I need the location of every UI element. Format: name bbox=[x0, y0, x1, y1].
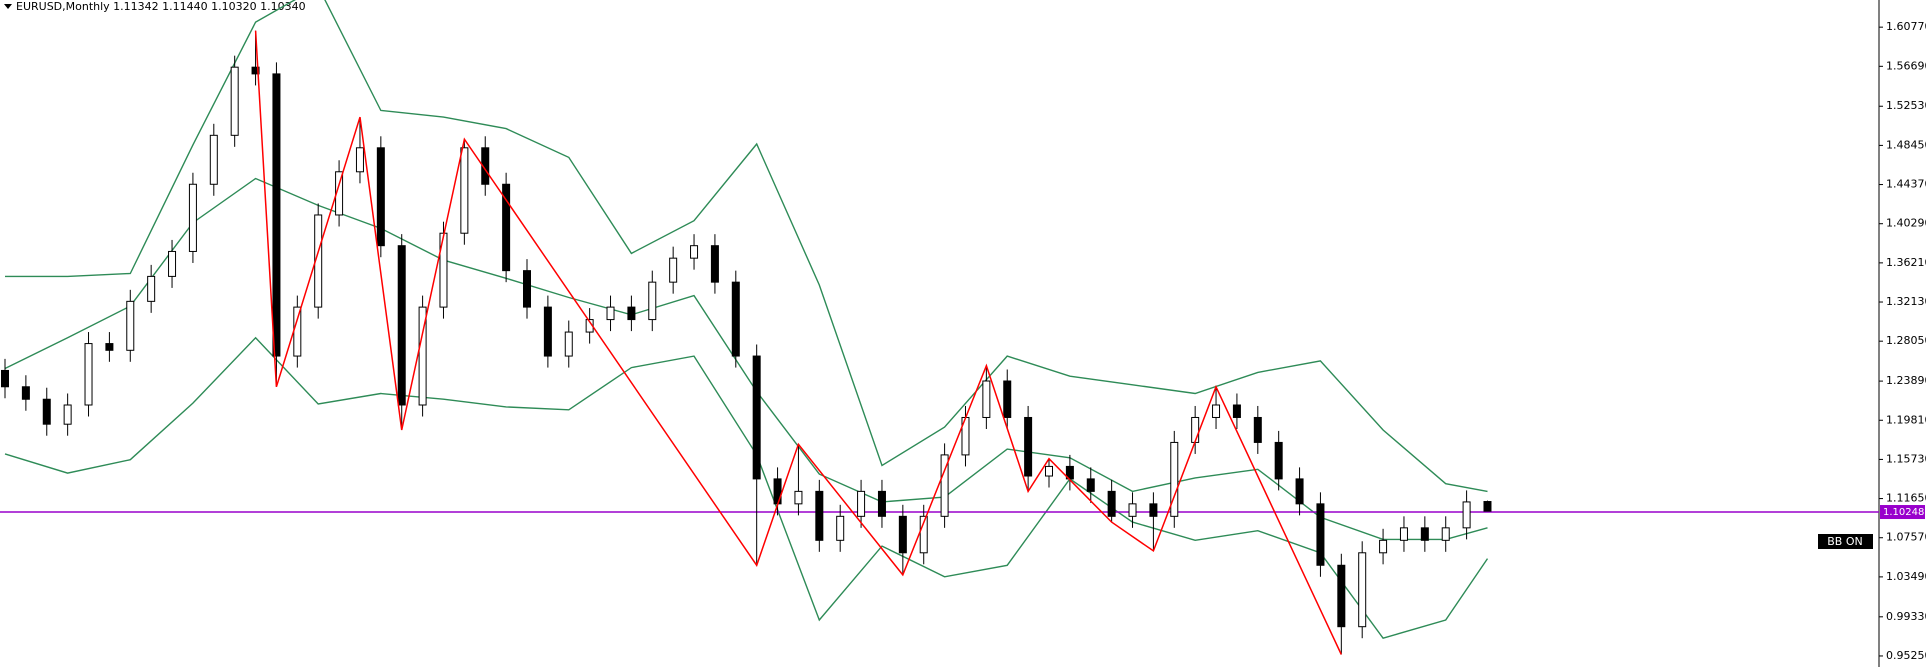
candle-body bbox=[898, 515, 907, 554]
candle-body bbox=[272, 73, 281, 357]
candle-body bbox=[627, 306, 636, 321]
candle-body bbox=[1399, 527, 1408, 541]
y-tick-label: 1.23890 bbox=[1886, 374, 1926, 387]
candle-body bbox=[752, 355, 761, 480]
y-tick-label: 1.36210 bbox=[1886, 256, 1926, 269]
candle-body bbox=[836, 515, 845, 541]
candle-body bbox=[21, 386, 30, 400]
candle-body bbox=[940, 454, 949, 517]
candle-body bbox=[168, 250, 177, 277]
y-tick-label: 0.95250 bbox=[1886, 649, 1926, 662]
candle-body bbox=[1086, 478, 1095, 492]
candle-body bbox=[1003, 380, 1012, 418]
candle-body bbox=[502, 183, 511, 272]
candle-body bbox=[794, 490, 803, 505]
candle-body bbox=[481, 147, 490, 185]
candle-body bbox=[1045, 465, 1053, 477]
price-label-box bbox=[1880, 505, 1925, 520]
candle-body bbox=[1024, 416, 1033, 477]
candle-body bbox=[418, 306, 427, 406]
y-tick-label: 1.40290 bbox=[1886, 217, 1926, 230]
candle-body bbox=[690, 245, 699, 259]
badge-text: BB ON bbox=[1827, 535, 1862, 548]
candle-body bbox=[606, 306, 615, 321]
candle-body bbox=[188, 183, 197, 252]
candle-body bbox=[105, 343, 114, 351]
candle-body bbox=[209, 134, 218, 185]
candle-body bbox=[669, 257, 678, 283]
candle-body bbox=[126, 300, 135, 351]
candle-body bbox=[877, 490, 886, 517]
candle-body bbox=[1441, 527, 1450, 541]
y-tick-label: 1.32130 bbox=[1886, 295, 1926, 308]
y-tick-label: 1.44370 bbox=[1886, 178, 1926, 191]
candle-body bbox=[293, 306, 302, 357]
candle-body bbox=[982, 380, 991, 418]
candle-body bbox=[460, 147, 469, 234]
candle-body bbox=[1253, 416, 1262, 443]
candle-body bbox=[857, 490, 866, 517]
bollinger-band bbox=[5, 0, 1488, 493]
candle-body bbox=[1212, 404, 1221, 418]
candle-body bbox=[1232, 404, 1241, 418]
candle-body bbox=[1170, 441, 1179, 517]
candle-body bbox=[1462, 501, 1471, 529]
candle-body bbox=[1274, 441, 1283, 480]
y-tick-label: 1.60770 bbox=[1886, 20, 1926, 33]
candle-body bbox=[1483, 501, 1492, 512]
candle-body bbox=[1337, 564, 1346, 628]
candle-body bbox=[731, 281, 740, 357]
candle-body bbox=[1191, 416, 1200, 443]
candle-body bbox=[1149, 503, 1158, 517]
candle-body bbox=[710, 245, 719, 283]
y-tick-label: 1.56690 bbox=[1886, 59, 1926, 72]
candle-body bbox=[1, 369, 9, 388]
candle-body bbox=[63, 404, 72, 425]
y-tick-label: 1.19810 bbox=[1886, 413, 1926, 426]
candle-body bbox=[376, 147, 385, 247]
candle-body bbox=[773, 478, 782, 505]
candle-body bbox=[1420, 527, 1429, 541]
candle-body bbox=[1128, 503, 1137, 517]
candle-body bbox=[543, 306, 552, 357]
candle-body bbox=[42, 398, 51, 425]
candle-body bbox=[564, 331, 573, 357]
y-tick-label: 1.48450 bbox=[1886, 138, 1926, 151]
y-tick-label: 1.15730 bbox=[1886, 452, 1926, 465]
badge-box bbox=[1818, 534, 1873, 549]
candle-body bbox=[1107, 490, 1116, 517]
candle-body bbox=[1295, 478, 1304, 505]
y-tick-label: 1.28050 bbox=[1886, 334, 1926, 347]
y-tick-label: 1.11650 bbox=[1886, 492, 1926, 505]
candle-body bbox=[815, 490, 824, 541]
menu-arrow[interactable] bbox=[4, 4, 12, 9]
candle-body bbox=[523, 270, 531, 308]
candle-body bbox=[355, 147, 364, 173]
candle-body bbox=[648, 281, 657, 321]
candle-body bbox=[251, 66, 260, 75]
y-tick-label: 1.07570 bbox=[1886, 531, 1926, 544]
y-tick-label: 1.52530 bbox=[1886, 99, 1926, 112]
candle-body bbox=[1358, 552, 1367, 628]
candle-body bbox=[1379, 539, 1388, 554]
chart-title: EURUSD,Monthly 1.11342 1.11440 1.10320 1… bbox=[16, 0, 306, 13]
zigzag bbox=[254, 30, 1342, 655]
candle-body bbox=[230, 66, 239, 136]
candle-body bbox=[84, 343, 93, 406]
candle-body bbox=[397, 245, 406, 406]
candle-body bbox=[147, 275, 156, 302]
candle-body bbox=[1316, 503, 1325, 566]
candle-body bbox=[919, 515, 928, 554]
price-label: 1.10248 bbox=[1883, 507, 1924, 518]
